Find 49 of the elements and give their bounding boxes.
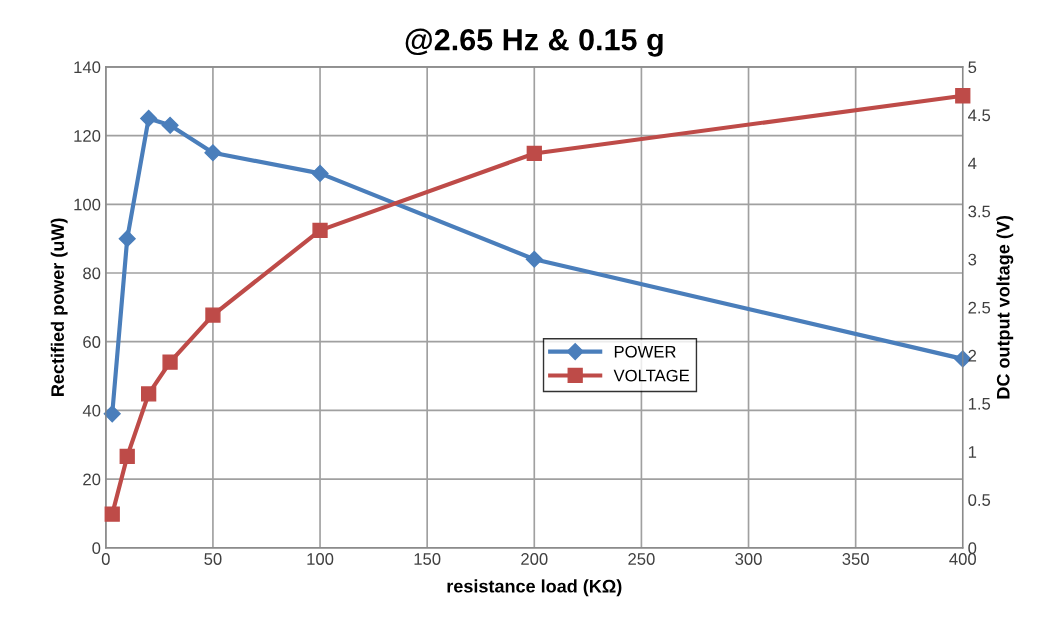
point bbox=[312, 222, 328, 239]
point bbox=[161, 116, 179, 134]
y-tick-label: 80 bbox=[83, 267, 101, 280]
y2-tick-label: 0.5 bbox=[968, 494, 991, 506]
point bbox=[140, 109, 158, 127]
y2-tick-label: 4 bbox=[968, 157, 977, 170]
point bbox=[162, 354, 178, 370]
y-tick-label: 100 bbox=[74, 198, 101, 211]
y2-tick-label: 1.5 bbox=[968, 398, 991, 410]
y2-tick-label: 5 bbox=[968, 61, 977, 74]
point bbox=[141, 386, 157, 402]
y2-tick-label: 3.5 bbox=[968, 205, 991, 218]
point bbox=[526, 145, 542, 162]
x-tick-label: 250 bbox=[628, 553, 655, 565]
legend-label: POWER bbox=[614, 345, 676, 358]
point bbox=[525, 250, 543, 268]
y2-tick-label: 4.5 bbox=[968, 109, 991, 122]
legend-label: VOLTAGE bbox=[613, 369, 690, 382]
y2-tick-label: 0 bbox=[968, 542, 977, 555]
chart-title: @2.65 Hz & 0.15 g bbox=[405, 28, 663, 57]
y2-axis-title: DC output voltage (V) bbox=[996, 215, 1014, 399]
x-tick-label: 100 bbox=[307, 553, 334, 565]
y-tick-label: 140 bbox=[74, 61, 101, 74]
point bbox=[104, 506, 120, 522]
x-tick-label: 50 bbox=[204, 553, 222, 565]
x-tick-label: 150 bbox=[414, 553, 441, 565]
y2-tick-label: 1 bbox=[968, 446, 977, 458]
x-tick-label: 350 bbox=[842, 553, 869, 565]
x-axis-title: resistance load (KΩ) bbox=[447, 579, 622, 597]
x-tick-label: 300 bbox=[735, 553, 762, 565]
y2-tick-label: 3 bbox=[968, 253, 977, 266]
x-tick-label: 400 bbox=[949, 553, 977, 565]
y2-tick-label: 2.5 bbox=[968, 301, 991, 314]
point bbox=[311, 164, 329, 182]
point bbox=[119, 448, 135, 465]
point bbox=[955, 88, 971, 104]
point bbox=[103, 405, 121, 423]
point bbox=[118, 230, 136, 248]
y-tick-label: 40 bbox=[82, 404, 101, 417]
point bbox=[205, 307, 221, 323]
y-tick-label: 120 bbox=[74, 129, 101, 142]
y-tick-label: 60 bbox=[83, 336, 101, 348]
y2-tick-label: 2 bbox=[968, 349, 977, 362]
y-tick-label: 0 bbox=[92, 542, 101, 555]
y-axis-title: Rectified power (uW) bbox=[50, 218, 68, 396]
x-tick-label: 200 bbox=[521, 553, 548, 565]
x-tick-label: 0 bbox=[101, 553, 110, 565]
point bbox=[204, 144, 222, 162]
y-tick-label: 20 bbox=[83, 473, 101, 486]
